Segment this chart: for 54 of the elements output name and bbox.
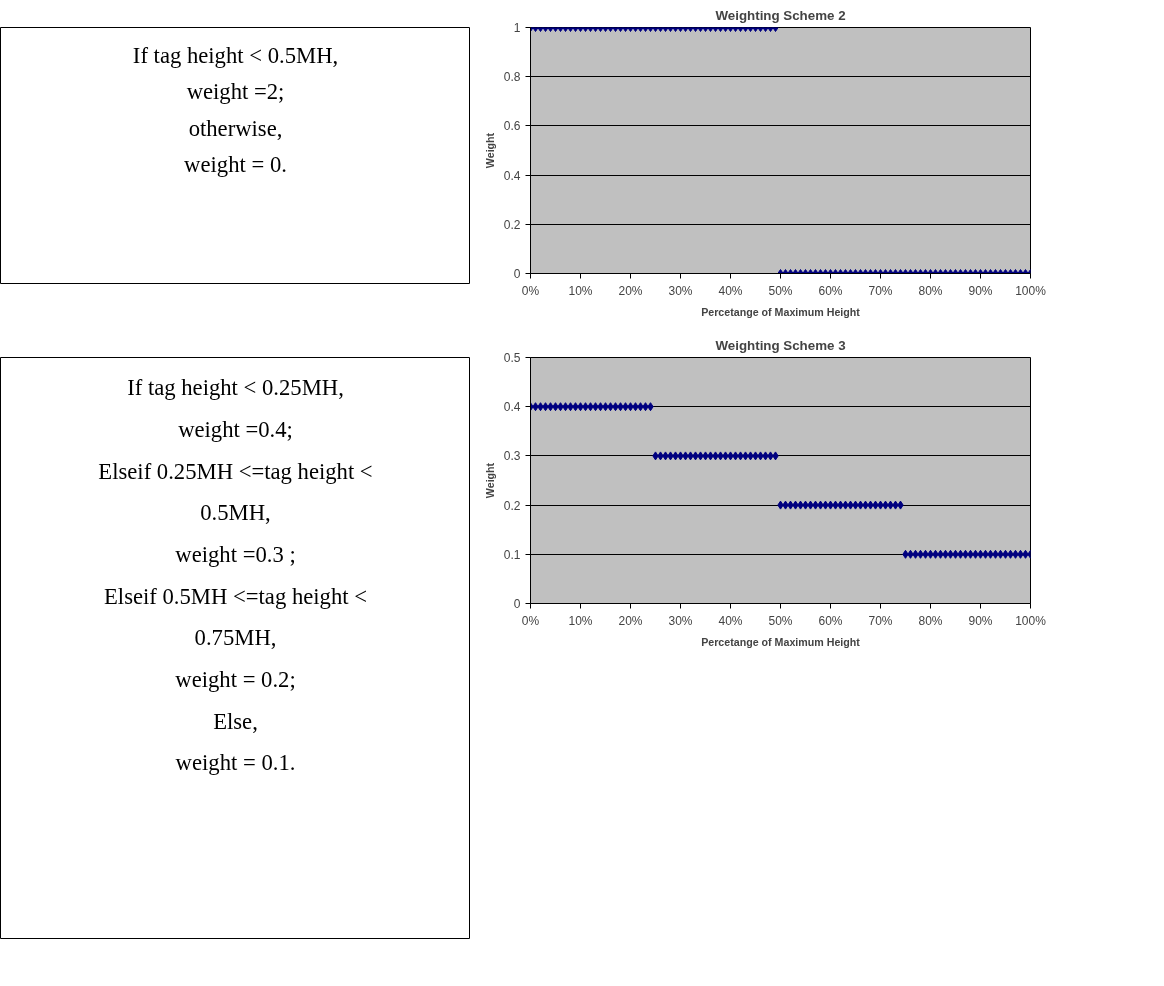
x-tick-label: 70% — [868, 283, 893, 298]
y-tick-label: 0.2 — [503, 217, 521, 232]
text: Elseif 0.25MH <=tag height < — [98, 458, 373, 484]
x-tick-label: 60% — [818, 283, 843, 298]
text: weight =0.3 ; — [175, 542, 296, 567]
x-axis-title: Percetange of Maximum Height — [701, 305, 861, 318]
text: otherwise, — [188, 115, 283, 141]
x-tick-label: 50% — [768, 613, 793, 628]
y-tick-label: 0.2 — [503, 498, 521, 513]
x-tick-label: 90% — [968, 613, 993, 628]
x-tick-label: 20% — [618, 283, 643, 298]
y-tick-label: 1 — [513, 21, 521, 35]
x-tick-label: 10% — [568, 283, 593, 298]
y-tick-label: 0.3 — [503, 449, 521, 464]
x-tick-label: 70% — [868, 613, 893, 628]
text: If tag height < 0.5MH, — [132, 43, 339, 69]
x-tick-label: 90% — [968, 283, 993, 298]
y-tick-label: 0 — [513, 267, 521, 281]
x-tick-label: 40% — [718, 283, 743, 298]
x-tick-label: 10% — [568, 613, 593, 628]
text: Else, — [213, 708, 258, 734]
x-tick-label: 40% — [718, 613, 743, 628]
chart-title: Weighting Scheme 2 — [715, 7, 846, 23]
y-tick-label: 0.1 — [503, 547, 521, 562]
text: 0.5MH, — [200, 500, 271, 526]
text: If tag height < 0.25MH, — [127, 375, 344, 401]
y-tick-label: 0.5 — [503, 351, 521, 365]
text: weight = 0. — [184, 152, 287, 178]
x-tick-label: 100% — [1015, 613, 1047, 628]
x-tick-label: 20% — [618, 613, 643, 628]
x-tick-label: 30% — [668, 613, 693, 628]
text: weight = 0.1. — [175, 750, 296, 776]
x-tick-label: 0% — [521, 283, 540, 298]
y-tick-label: 0.4 — [503, 400, 521, 415]
text: 0.75MH, — [194, 625, 277, 651]
x-axis-title: Percetange of Maximum Height — [701, 635, 861, 648]
y-tick-label: 0 — [513, 597, 521, 611]
x-tick-label: 100% — [1015, 283, 1047, 298]
x-tick-label: 80% — [918, 283, 943, 298]
x-tick-label: 60% — [818, 613, 843, 628]
text: Elseif 0.5MH <=tag height < — [104, 583, 367, 609]
x-tick-label: 0% — [521, 613, 540, 628]
text: weight =0.4; — [178, 416, 293, 442]
x-tick-label: 50% — [768, 283, 793, 298]
y-tick-label: 0.6 — [503, 119, 521, 134]
x-tick-label: 30% — [668, 283, 693, 298]
y-tick-label: 0.8 — [503, 70, 521, 85]
chart-title: Weighting Scheme 3 — [715, 337, 846, 353]
y-tick-label: 0.4 — [503, 168, 521, 183]
text: weight = 0.2; — [175, 667, 296, 693]
x-tick-label: 80% — [918, 613, 943, 628]
y-axis-title: Weight — [483, 462, 496, 499]
y-axis-title: Weight — [483, 132, 496, 169]
text: weight =2; — [186, 79, 285, 105]
